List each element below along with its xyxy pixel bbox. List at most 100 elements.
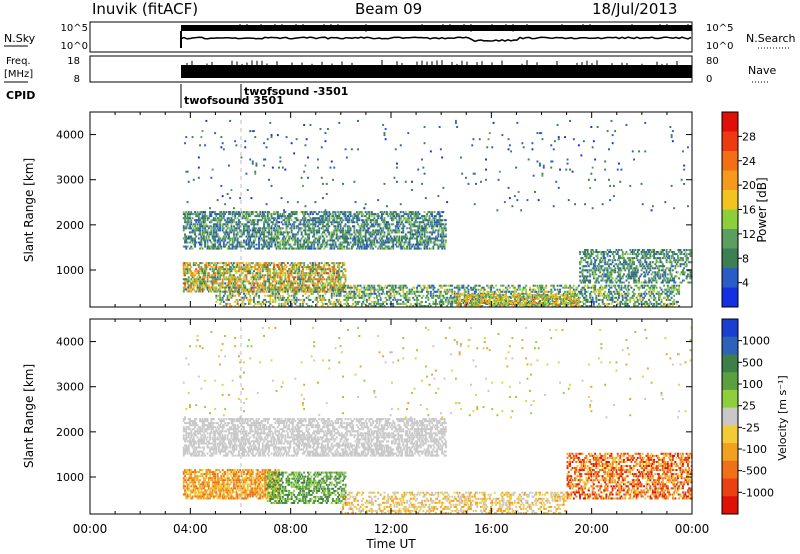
power-cell: [338, 229, 341, 232]
power-cell: [207, 262, 210, 265]
power-cell: [364, 294, 367, 297]
power-cell: [231, 211, 234, 214]
power-cell: [328, 290, 331, 293]
power-cell: [475, 305, 477, 307]
power-cell: [340, 245, 343, 248]
power-cell: [286, 241, 289, 244]
power-cell: [304, 276, 307, 279]
power-cell: [373, 231, 376, 234]
power-cell: [431, 225, 433, 228]
power-cell: [182, 245, 185, 248]
power-cell: [442, 294, 445, 297]
power-cell: [623, 290, 625, 293]
power-cell: [211, 280, 214, 283]
power-cell: [211, 268, 214, 271]
power-cell: [411, 245, 413, 248]
power-cell: [419, 241, 422, 244]
power-cell: [447, 300, 450, 303]
power-cell: [263, 213, 265, 216]
power-cell: [293, 300, 296, 303]
power-cell: [284, 239, 287, 242]
power-cell: [526, 296, 529, 299]
power-cell: [310, 274, 313, 277]
power-cell: [332, 286, 334, 289]
power-cell: [268, 219, 270, 222]
power-cell: [360, 213, 363, 216]
power-cell: [397, 223, 400, 226]
power-cell: [295, 280, 298, 283]
power-cell: [379, 217, 382, 220]
power-cell: [238, 213, 240, 216]
power-cell: [236, 266, 239, 269]
nave-label: Nave: [748, 64, 776, 77]
power-cell: [264, 284, 267, 287]
power-cell: [618, 286, 620, 289]
power-cell: [204, 270, 206, 273]
power-cell: [610, 302, 613, 305]
power-cell: [184, 272, 186, 275]
power-cell: [337, 276, 339, 279]
power-cell: [226, 286, 229, 289]
power-cell: [414, 233, 417, 236]
power-cell: [313, 276, 316, 279]
power-cell: [263, 235, 265, 238]
power-cell: [428, 237, 431, 240]
power-cell: [274, 296, 277, 299]
power-cell: [244, 266, 247, 269]
power-cell: [271, 294, 274, 297]
power-cell: [246, 239, 249, 242]
power-cell: [377, 217, 380, 220]
power-cell: [408, 241, 411, 244]
power-cell: [411, 213, 413, 216]
power-cell: [431, 227, 433, 230]
power-cell: [354, 305, 357, 307]
power-cell: [269, 227, 272, 230]
power-cell: [438, 300, 441, 303]
power-cell: [258, 237, 260, 240]
power-cell: [451, 296, 454, 299]
power-cell: [222, 286, 225, 289]
power-cell: [245, 296, 248, 299]
power-cell: [202, 215, 205, 218]
power-cell: [467, 298, 470, 301]
power-cell: [347, 231, 349, 234]
power-cell: [229, 290, 232, 293]
power-cell: [314, 237, 317, 240]
power-cell: [392, 305, 395, 307]
power-cell: [428, 247, 431, 250]
power-cell: [421, 300, 423, 303]
power-cell: [254, 239, 257, 242]
power-cell: [273, 235, 275, 238]
power-cell: [215, 296, 218, 299]
power-cell: [303, 300, 306, 303]
power-cell: [278, 302, 280, 305]
power-cell: [344, 288, 347, 291]
power-cell: [389, 229, 392, 232]
power-cell: [246, 272, 249, 275]
power-cell: [401, 302, 403, 305]
power-cell: [294, 221, 297, 224]
power-cell: [322, 286, 324, 289]
power-cell: [378, 231, 381, 234]
power-cell: [276, 294, 279, 297]
power-cell: [523, 286, 526, 289]
power-cell: [256, 302, 259, 305]
power-cell: [368, 211, 371, 214]
power-cell: [610, 286, 613, 289]
power-cell: [416, 213, 418, 216]
power-cell: [233, 262, 235, 265]
power-cell: [231, 284, 234, 287]
power-cell: [338, 268, 341, 271]
power-cell: [314, 221, 317, 224]
power-cell: [229, 305, 232, 307]
power-cell: [191, 282, 194, 285]
power-cell: [372, 233, 375, 236]
power-cell: [268, 229, 270, 232]
power-cell: [352, 239, 354, 242]
power-cell: [498, 300, 501, 303]
power-cell: [186, 223, 189, 226]
power-cell: [546, 290, 549, 293]
power-cell: [382, 300, 385, 303]
power-cell: [624, 302, 627, 305]
power-cell: [216, 278, 219, 281]
